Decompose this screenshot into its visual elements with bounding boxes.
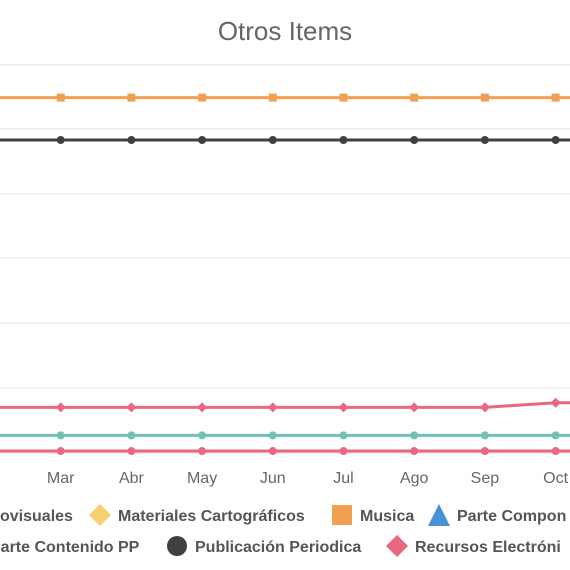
data-point — [409, 402, 420, 413]
legend-item[interactable]: Musica — [332, 505, 414, 525]
data-point — [339, 93, 348, 102]
legend-label: Parte Compon — [457, 508, 566, 525]
grid — [0, 64, 570, 454]
legend-label: Parte Contenido PP — [0, 539, 140, 556]
data-point — [339, 431, 348, 440]
legend-label: Materiales Cartográficos — [118, 508, 305, 525]
data-point — [127, 431, 136, 440]
chart-title: Otros Items — [218, 16, 352, 46]
data-point — [480, 93, 489, 102]
x-tick-label: Oct — [543, 470, 568, 487]
legend-label: Publicación Periodica — [195, 539, 361, 556]
legend-label: Recursos Electróni — [415, 539, 561, 556]
data-point — [127, 447, 136, 456]
data-point — [410, 447, 419, 456]
x-axis-ticks: oMarAbrMayJunJulAgoSepOct — [47, 470, 569, 487]
data-point — [550, 397, 561, 408]
data-point — [480, 447, 489, 456]
data-point — [551, 135, 560, 144]
data-point — [410, 431, 419, 440]
x-tick-label: Mar — [47, 470, 75, 487]
legend-marker — [167, 536, 187, 556]
legend-item[interactable]: Publicación Periodica — [167, 536, 361, 556]
data-point — [267, 402, 278, 413]
legend-item[interactable]: Materiales Cartográficos — [89, 504, 305, 526]
legend-label: ovisuales — [0, 508, 73, 525]
data-point — [268, 447, 277, 456]
legend-item[interactable]: ovisuales — [0, 508, 73, 525]
data-point — [56, 93, 65, 102]
series-line — [0, 401, 570, 409]
data-point — [551, 93, 560, 102]
data-point — [479, 402, 490, 413]
x-tick-label: May — [187, 470, 217, 487]
data-point — [551, 447, 560, 456]
legend-label: Musica — [360, 508, 414, 525]
data-point — [338, 402, 349, 413]
x-tick-label: Ago — [400, 470, 429, 487]
legend-item[interactable]: Parte Contenido PP — [0, 539, 140, 556]
x-tick-label: Abr — [119, 470, 145, 487]
data-point — [480, 135, 489, 144]
data-point — [339, 135, 348, 144]
data-point — [410, 93, 419, 102]
x-tick-label: Sep — [471, 470, 500, 487]
data-point — [198, 135, 207, 144]
legend-item[interactable]: Recursos Electróni — [386, 535, 561, 557]
data-point — [197, 402, 208, 413]
series-lines — [0, 93, 570, 456]
data-point — [56, 135, 65, 144]
data-point — [55, 402, 66, 413]
data-point — [410, 135, 419, 144]
legend[interactable]: ovisuales Materiales Cartográficos Musica P… — [0, 504, 566, 557]
legend-marker — [89, 504, 111, 526]
data-point — [56, 431, 65, 440]
legend-marker — [386, 535, 408, 557]
data-point — [127, 93, 136, 102]
x-tick-label: Jul — [333, 470, 353, 487]
data-point — [268, 135, 277, 144]
data-point — [198, 431, 207, 440]
legend-item[interactable]: Parte Compon — [428, 504, 566, 526]
data-point — [268, 431, 277, 440]
data-point — [268, 93, 277, 102]
data-point — [551, 431, 560, 440]
data-point — [339, 447, 348, 456]
legend-marker — [428, 504, 450, 526]
legend-marker — [332, 505, 352, 525]
x-tick-label: Jun — [260, 470, 286, 487]
data-point — [198, 447, 207, 456]
data-point — [127, 135, 136, 144]
data-point — [198, 93, 207, 102]
data-point — [480, 431, 489, 440]
data-point — [56, 447, 65, 456]
data-point — [126, 402, 137, 413]
